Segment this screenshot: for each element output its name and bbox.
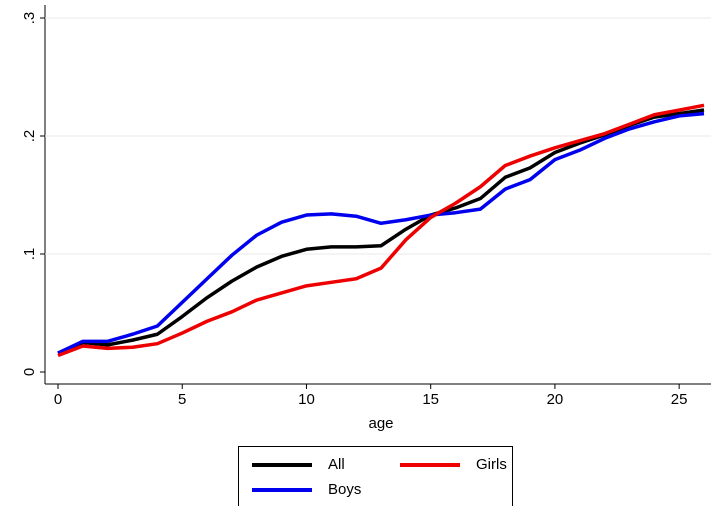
legend-label: Girls: [476, 456, 507, 473]
series-line: [57, 108, 705, 355]
series-line: [57, 111, 705, 355]
x-tick-label: 25: [671, 391, 688, 408]
y-tick-label: .3: [21, 12, 38, 25]
y-tick-label: .1: [21, 248, 38, 261]
x-tick-label: 0: [54, 391, 62, 408]
legend-label: All: [328, 456, 345, 473]
legend: [238, 446, 513, 506]
x-tick-label: 20: [547, 391, 564, 408]
x-tick-label: 10: [298, 391, 315, 408]
x-tick-label: 15: [422, 391, 439, 408]
y-tick-label: .2: [21, 130, 38, 143]
legend-label: Boys: [328, 481, 361, 498]
y-tick-label: 0: [21, 368, 38, 376]
x-tick-label: 5: [178, 391, 186, 408]
series-line: [57, 103, 705, 358]
x-axis-label: age: [368, 415, 393, 432]
